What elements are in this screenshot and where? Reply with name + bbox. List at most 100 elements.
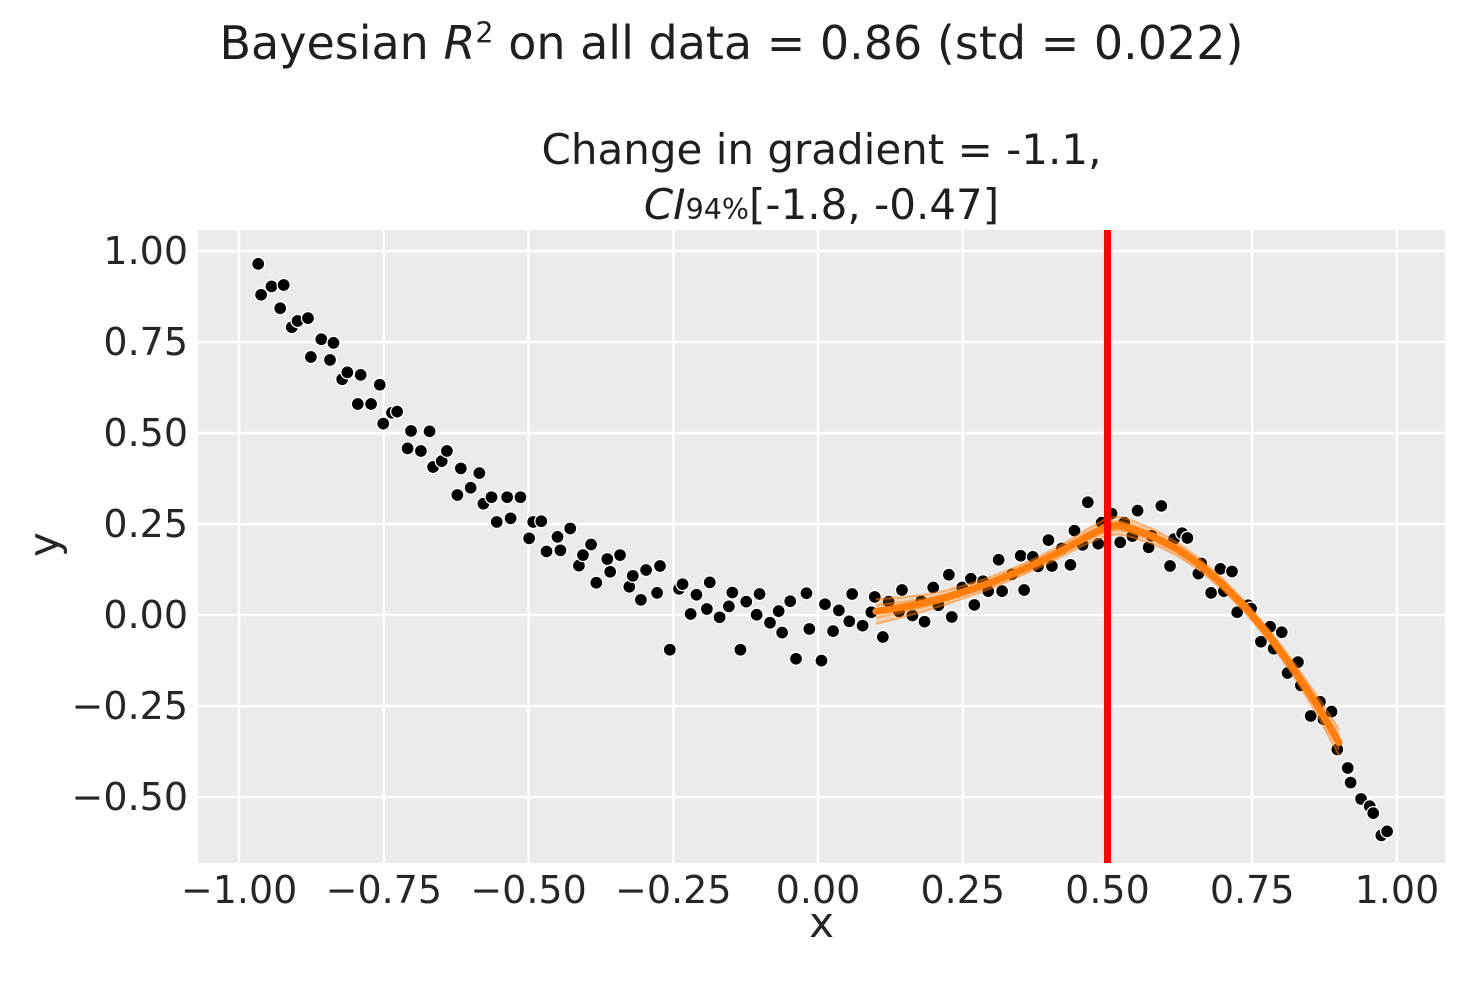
scatter-point bbox=[783, 594, 798, 609]
scatter-point bbox=[1063, 557, 1078, 573]
scatter-point bbox=[721, 599, 737, 614]
scatter-point bbox=[875, 629, 891, 645]
scatter-point bbox=[273, 301, 288, 316]
scatter-point bbox=[1080, 495, 1095, 510]
x-tick-label: −1.00 bbox=[180, 868, 298, 912]
scatter-point bbox=[583, 537, 599, 552]
scatter-point bbox=[842, 614, 857, 629]
scatter-point bbox=[771, 603, 786, 619]
figure-title-sup: 2 bbox=[475, 16, 494, 50]
scatter-point bbox=[638, 562, 654, 578]
scatter-point bbox=[484, 490, 499, 505]
scatter-point bbox=[683, 606, 698, 622]
scatter-point bbox=[1343, 775, 1358, 790]
scatter-point bbox=[1379, 824, 1395, 839]
scatter-point bbox=[675, 577, 690, 592]
y-tick-label: −0.25 bbox=[71, 684, 188, 729]
scatter-point bbox=[991, 552, 1006, 567]
scatter-point bbox=[422, 424, 437, 439]
scatter-point bbox=[589, 575, 604, 590]
scatter-point bbox=[1366, 805, 1381, 821]
scatter-point bbox=[1113, 535, 1128, 550]
scatter-point bbox=[739, 594, 754, 609]
figure-title-rvar: R bbox=[443, 16, 476, 70]
y-tick-label: −0.50 bbox=[71, 775, 188, 820]
scatter-point bbox=[1013, 548, 1028, 563]
ci-interval: [-1.8, -0.47] bbox=[749, 180, 1000, 229]
scatter-point bbox=[453, 461, 468, 476]
figure-title-post: on all data = 0.86 (std = 0.022) bbox=[493, 16, 1244, 70]
scatter-point bbox=[472, 466, 487, 481]
scatter-point bbox=[389, 404, 405, 419]
scatter-point bbox=[372, 377, 387, 392]
scatter-point bbox=[550, 529, 565, 545]
ci-sub: 94% bbox=[685, 192, 750, 226]
scatter-point bbox=[1041, 532, 1056, 548]
scatter-point bbox=[463, 480, 478, 495]
ci-var: CI bbox=[643, 180, 686, 229]
x-tick-label: 0.00 bbox=[775, 868, 861, 912]
scatter-point bbox=[625, 568, 640, 583]
scatter-point bbox=[652, 558, 668, 574]
scatter-point bbox=[326, 335, 341, 350]
scatter-point bbox=[802, 621, 817, 637]
scatter-point bbox=[499, 490, 515, 505]
scatter-point bbox=[314, 332, 329, 347]
scatter-point bbox=[521, 531, 537, 546]
posterior-draw-line bbox=[875, 533, 1341, 757]
scatter-point bbox=[363, 396, 379, 412]
y-tick-label: 1.00 bbox=[103, 229, 188, 274]
scatter-point bbox=[774, 625, 790, 640]
scatter-point bbox=[814, 653, 829, 668]
scatter-point bbox=[439, 443, 455, 459]
axes-title-line1: Change in gradient = -1.1, bbox=[541, 125, 1102, 174]
scatter-point bbox=[1162, 558, 1178, 574]
scatter-point bbox=[413, 443, 429, 459]
scatter-point bbox=[845, 586, 860, 602]
scatter-point bbox=[376, 416, 391, 431]
scatter-point bbox=[894, 582, 910, 598]
scatter-point bbox=[831, 603, 847, 618]
scatter-point bbox=[251, 256, 266, 272]
y-tick-label: 0.50 bbox=[103, 411, 188, 456]
scatter-point bbox=[733, 642, 748, 657]
scatter-point bbox=[867, 589, 882, 605]
scatter-point bbox=[1203, 585, 1219, 601]
scatter-point bbox=[762, 615, 778, 630]
scatter-point bbox=[1130, 503, 1145, 518]
scatter-point bbox=[944, 609, 959, 625]
chart-canvas bbox=[198, 230, 1445, 863]
scatter-point bbox=[603, 564, 618, 579]
x-tick-label: 1.00 bbox=[1354, 868, 1440, 912]
scatter-point bbox=[689, 587, 704, 602]
scatter-point bbox=[403, 423, 419, 439]
scatter-point bbox=[752, 586, 767, 602]
scatter-point bbox=[264, 279, 279, 294]
scatter-point bbox=[788, 651, 804, 666]
axes-title-line2: CI94%[-1.8, -0.47] bbox=[198, 177, 1445, 232]
scatter-point bbox=[1180, 530, 1195, 546]
x-tick-label: 0.25 bbox=[920, 868, 1006, 912]
scatter-point bbox=[1340, 760, 1355, 776]
axes-title: Change in gradient = -1.1, CI94%[-1.8, -… bbox=[198, 122, 1445, 232]
scatter-point bbox=[503, 511, 518, 526]
scatter-point bbox=[450, 487, 465, 503]
figure-title: Bayesian R2 on all data = 0.86 (std = 0.… bbox=[0, 16, 1463, 70]
scatter-point bbox=[1274, 625, 1289, 640]
scatter-point bbox=[276, 277, 291, 293]
scatter-point bbox=[563, 521, 578, 536]
y-tick-label: 0.25 bbox=[103, 502, 188, 547]
scatter-point bbox=[513, 490, 528, 505]
scatter-point bbox=[600, 551, 615, 567]
scatter-point bbox=[649, 585, 665, 601]
x-tick-label: 0.75 bbox=[1209, 868, 1295, 912]
y-axis-label: y bbox=[19, 532, 69, 557]
x-tick-label: −0.50 bbox=[470, 868, 587, 912]
scatter-point bbox=[699, 601, 715, 617]
scatter-point bbox=[941, 567, 957, 582]
figure-title-text: Bayesian bbox=[219, 16, 444, 70]
scatter-point bbox=[534, 514, 549, 529]
scatter-point bbox=[489, 514, 504, 530]
scatter-point bbox=[1253, 634, 1269, 649]
